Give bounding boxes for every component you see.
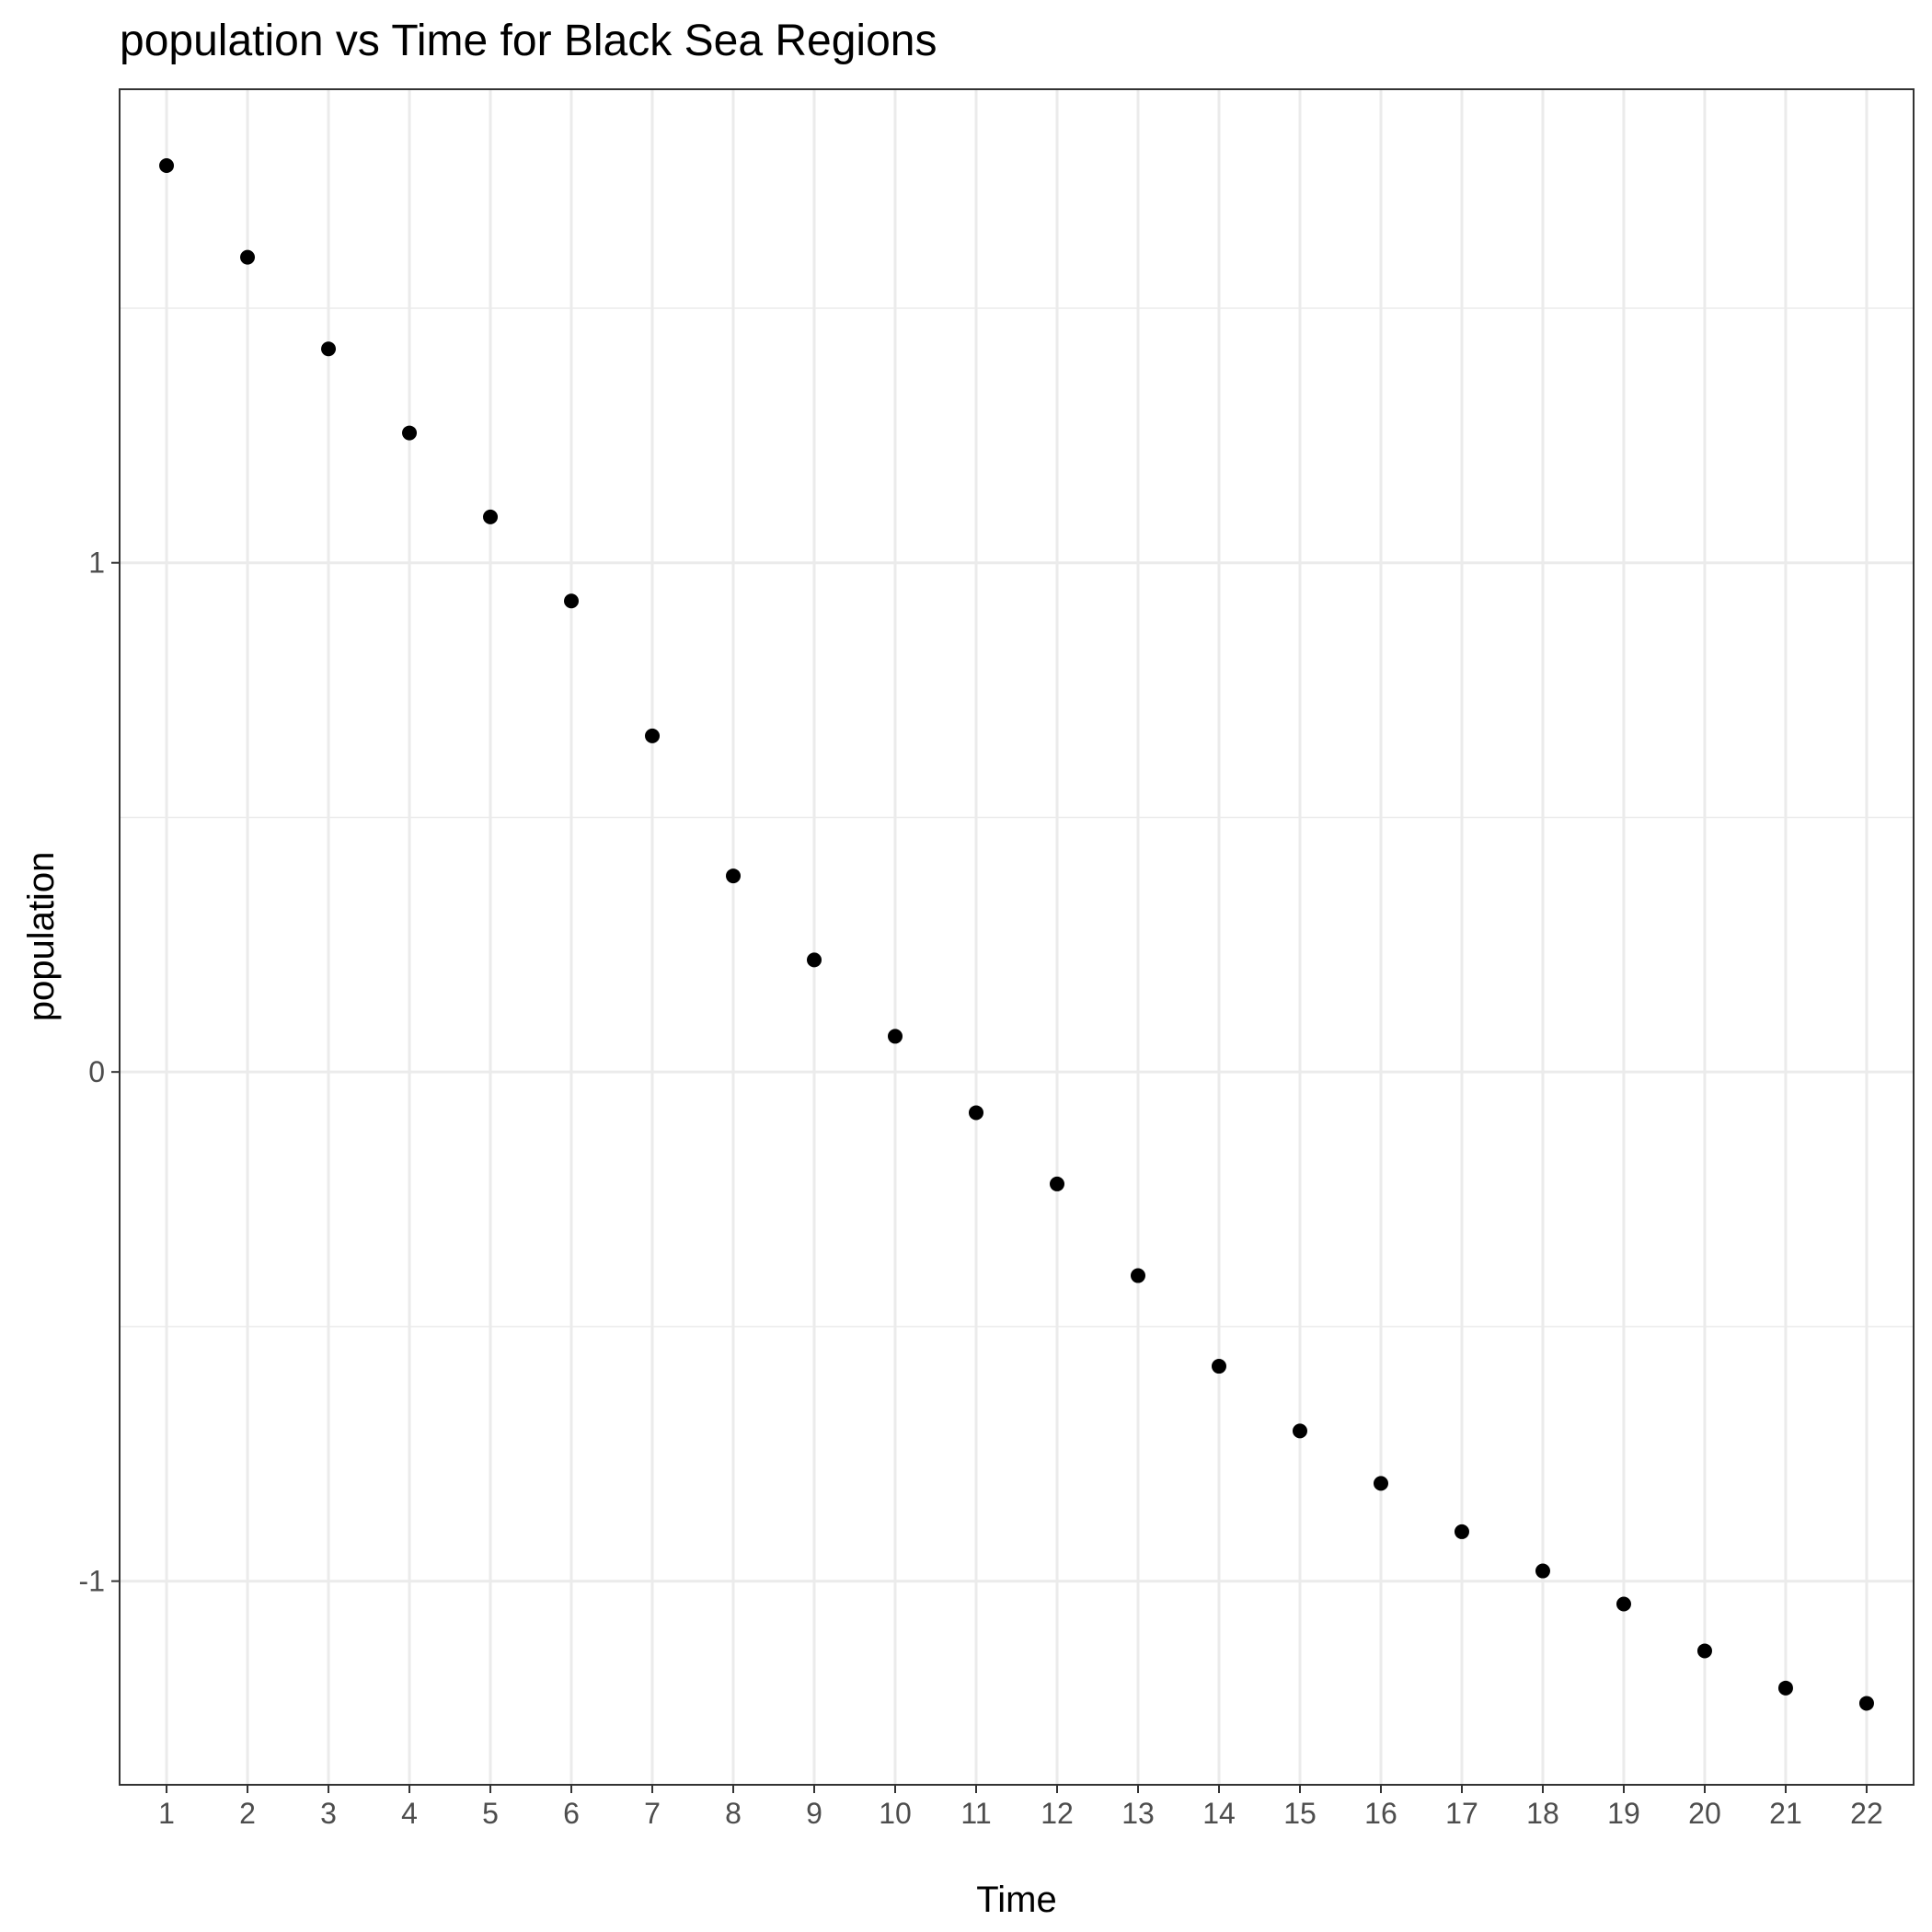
data-point (1130, 1268, 1145, 1283)
x-axis-title: Time (976, 1880, 1056, 1920)
data-point (1292, 1423, 1307, 1439)
x-tick-label: 4 (401, 1797, 418, 1830)
data-point (1373, 1476, 1388, 1491)
data-point (321, 341, 337, 357)
x-tick-label: 12 (1041, 1797, 1074, 1830)
y-tick-label: -1 (79, 1565, 105, 1598)
x-tick-label: 1 (158, 1797, 175, 1830)
data-point (483, 509, 499, 524)
y-tick-label: 0 (88, 1055, 105, 1088)
x-tick-label: 2 (239, 1797, 256, 1830)
x-tick-label: 19 (1607, 1797, 1640, 1830)
x-tick-label: 6 (563, 1797, 580, 1830)
data-point (1049, 1176, 1064, 1191)
data-point (1535, 1563, 1550, 1579)
x-tick-label: 14 (1202, 1797, 1236, 1830)
data-point (1858, 1696, 1874, 1711)
x-tick-label: 22 (1850, 1797, 1883, 1830)
data-point (888, 1029, 903, 1044)
data-point (564, 593, 580, 609)
data-point (969, 1105, 984, 1121)
data-point (726, 868, 742, 884)
data-point (402, 425, 418, 441)
chart-title: population vs Time for Black Sea Regions (120, 17, 937, 65)
data-point (159, 158, 175, 174)
y-tick-label: 1 (88, 546, 105, 580)
x-tick-label: 11 (960, 1797, 991, 1830)
data-point (1616, 1596, 1631, 1612)
x-tick-label: 9 (806, 1797, 822, 1830)
x-tick-label: 15 (1283, 1797, 1317, 1830)
data-point (1211, 1359, 1226, 1374)
data-points (159, 158, 1874, 1711)
x-tick-label: 3 (320, 1797, 337, 1830)
panel-border (119, 88, 1915, 1786)
data-point (1777, 1680, 1793, 1696)
x-tick-label: 10 (879, 1797, 912, 1830)
x-tick-label: 18 (1526, 1797, 1559, 1830)
x-tick-label: 5 (482, 1797, 499, 1830)
axis-ticks (111, 561, 1868, 1793)
x-tick-label: 8 (725, 1797, 742, 1830)
x-tick-label: 7 (644, 1797, 661, 1830)
x-tick-label: 20 (1688, 1797, 1721, 1830)
x-tick-labels: 1 2 3 4 5 6 7 8 9 10 11 12 13 14 15 16 17 18 19 20 21 22 (158, 1797, 1883, 1830)
data-point (240, 249, 256, 265)
x-tick-label: 17 (1445, 1797, 1478, 1830)
x-tick-label: 13 (1121, 1797, 1155, 1830)
y-axis-title: population (21, 852, 62, 1022)
data-point (1454, 1524, 1469, 1539)
data-point (807, 952, 822, 968)
x-tick-label: 16 (1364, 1797, 1397, 1830)
data-point (645, 728, 661, 743)
data-point (1696, 1643, 1712, 1659)
y-tick-labels: -1 0 1 (79, 546, 105, 1598)
grid-lines (120, 89, 1914, 1785)
x-tick-label: 21 (1769, 1797, 1802, 1830)
